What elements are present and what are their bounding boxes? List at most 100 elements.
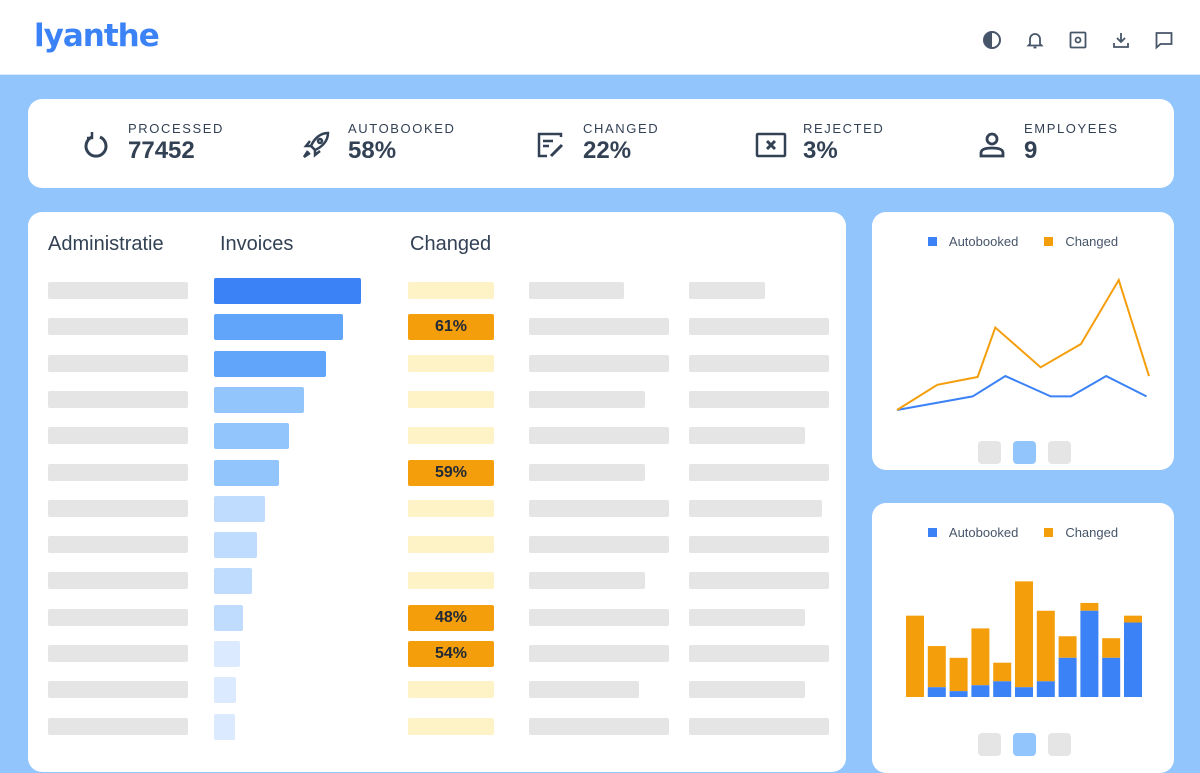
table-row[interactable] [28,532,846,559]
invoice-volume-bar [214,568,253,595]
table-row[interactable]: 48% [28,604,846,631]
table-row[interactable] [28,278,846,304]
chat-icon[interactable] [1154,30,1174,50]
administratie-placeholder [48,463,188,481]
placeholder-cell [529,354,669,372]
stat-value: 9 [1024,137,1038,164]
placeholder-cell [689,354,829,372]
refresh-icon [84,132,108,158]
stat-autobooked: AUTOBOOKED 58% [300,121,456,165]
invoice-volume-bar [214,423,289,450]
legend-autobooked: Autobooked [927,525,1018,540]
contrast-icon[interactable] [982,30,1002,50]
table-row[interactable]: 61% [28,314,846,341]
reject-icon [755,132,787,158]
invoice-volume-bar [214,459,279,486]
stats-panel: PROCESSED 77452 AUTOBOOKED 58% CHANGED 22% … [28,99,1174,188]
bar-autobooked [993,681,1012,697]
administratie-placeholder [48,572,188,590]
placeholder-cell [529,645,669,662]
edit-icon [537,132,564,158]
placeholder-cell [529,717,669,735]
administratie-placeholder [48,427,188,445]
stat-employees: EMPLOYEES 9 [976,121,1119,165]
stat-label: CHANGED [583,121,660,136]
placeholder-cell [689,608,805,626]
header-changed[interactable]: Changed [410,233,492,255]
invoice-volume-bar [214,677,237,704]
pager-dot[interactable] [978,733,1001,756]
header-invoices[interactable]: Invoices [220,233,294,255]
administratie-placeholder [48,282,188,299]
administratie-placeholder [48,318,188,336]
bar-changed [927,646,946,688]
changed-cell [408,354,494,372]
bar-changed [993,662,1012,682]
line-series-changed [896,277,1150,411]
changed-cell: 61% [408,314,494,341]
bar-changed [1015,581,1033,688]
settings-icon[interactable] [1068,30,1088,50]
bar-autobooked [1036,681,1055,697]
bar-changed [1036,610,1055,682]
user-icon [979,132,1005,158]
table-row[interactable] [28,423,846,450]
changed-cell: 54% [408,641,494,667]
bar-autobooked [1015,687,1033,697]
invoices-table: Administratie Invoices Changed 61% 59% 4… [28,212,846,772]
pager-dot-active[interactable] [1013,441,1036,464]
bell-icon[interactable] [1025,30,1045,50]
placeholder-cell [689,536,829,554]
placeholder-cell [689,463,829,481]
bar-changed [1124,615,1142,623]
placeholder-cell [529,608,669,626]
bar-changed [971,628,990,686]
table-row[interactable] [28,386,846,413]
line-series-autobooked [896,374,1147,411]
pager-dot[interactable] [1048,441,1071,464]
invoice-volume-bar [214,532,257,559]
stat-value: 58% [348,137,397,164]
table-row[interactable] [28,677,846,704]
invoice-volume-bar [214,713,235,740]
legend: Autobooked Changed [872,525,1174,540]
legend-changed: Changed [1044,234,1118,249]
changed-cell [408,499,494,517]
placeholder-cell [689,390,829,408]
table-row[interactable] [28,713,846,740]
stat-value: 77452 [128,137,195,164]
bar-changed [1080,602,1099,611]
bar-autobooked [1124,622,1142,697]
stat-value: 22% [583,137,632,164]
rocket-icon [302,131,330,159]
placeholder-cell [529,681,639,699]
header-administratie[interactable]: Administratie [48,233,164,255]
placeholder-cell [689,681,805,699]
pager-dot[interactable] [978,441,1001,464]
bar-chart-card: Autobooked Changed [872,503,1174,773]
stat-rejected: REJECTED 3% [755,121,884,165]
invoice-volume-bar [214,386,304,413]
changed-cell: 48% [408,604,494,631]
table-row[interactable] [28,568,846,595]
logo[interactable]: lyanthe [34,18,160,54]
legend-autobooked: Autobooked [927,234,1018,249]
table-row[interactable]: 54% [28,641,846,667]
bar-changed [1102,638,1121,658]
table-row[interactable]: 59% [28,459,846,486]
table-row[interactable] [28,495,846,522]
changed-cell [408,717,494,735]
bar-changed [949,657,968,692]
administratie-placeholder [48,536,188,554]
placeholder-cell [529,427,669,445]
legend: Autobooked Changed [872,234,1174,249]
changed-cell [408,572,494,590]
placeholder-cell [689,499,822,517]
download-icon[interactable] [1111,30,1131,50]
pager-dot[interactable] [1048,733,1071,756]
line-chart [896,277,1150,411]
administratie-placeholder [48,499,188,517]
pager-dot-active[interactable] [1013,733,1036,756]
table-row[interactable] [28,350,846,377]
bar-autobooked [927,687,946,697]
